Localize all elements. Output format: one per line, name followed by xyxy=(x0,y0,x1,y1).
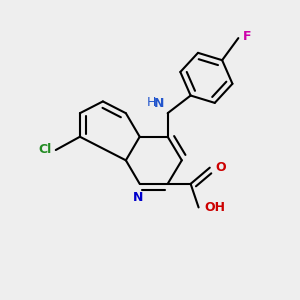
Text: F: F xyxy=(243,30,251,43)
Text: N: N xyxy=(154,97,165,110)
Text: H: H xyxy=(146,96,156,109)
Text: O: O xyxy=(215,161,226,174)
Text: Cl: Cl xyxy=(38,143,51,157)
Text: N: N xyxy=(133,191,143,204)
Text: OH: OH xyxy=(204,201,225,214)
